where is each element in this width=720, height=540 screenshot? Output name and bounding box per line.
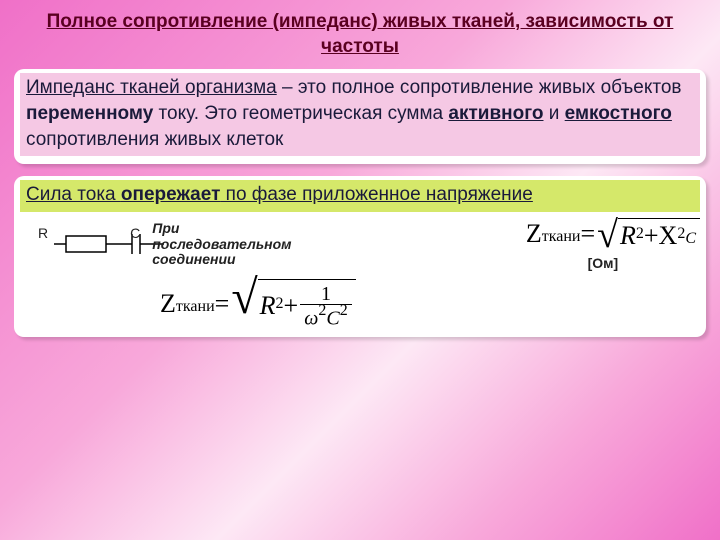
slide-title: Полное сопротивление (импеданс) живых тк…	[14, 10, 706, 59]
def-lead: Импеданс тканей организма	[26, 77, 277, 98]
definition-text: Импеданс тканей организма – это полное с…	[20, 73, 700, 156]
sqrt-icon: √	[231, 279, 257, 329]
formula1-column: Zткани = √ R2 + X2C [Ом]	[506, 218, 700, 271]
lower-panel: Сила тока опережает по фазе приложенное …	[14, 176, 706, 336]
resistor-label: R	[38, 225, 48, 241]
definition-panel: Импеданс тканей организма – это полное с…	[14, 69, 706, 164]
capacitor-label: C	[130, 225, 140, 241]
sqrt-icon: √	[597, 220, 618, 253]
impedance-formula-2: Zткани = √ R2 + 1 ω2C2	[160, 279, 356, 329]
unit-label: [Ом]	[588, 255, 619, 271]
circuit-diagram: R C	[32, 224, 146, 264]
diagram-row: R C При последовательном соединении Zтка…	[20, 218, 700, 271]
connection-note: При последовательном соединении	[152, 221, 322, 267]
fraction: 1 ω2C2	[300, 284, 351, 329]
phase-text: Сила тока опережает по фазе приложенное …	[20, 180, 700, 212]
impedance-formula-1: Zткани = √ R2 + X2C	[526, 218, 700, 251]
circuit-svg	[54, 224, 164, 264]
